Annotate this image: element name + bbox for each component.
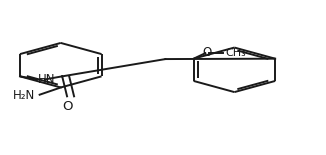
- Text: CH₃: CH₃: [225, 48, 246, 58]
- Text: H₂N: H₂N: [12, 89, 35, 102]
- Text: HN: HN: [38, 73, 55, 86]
- Text: O: O: [202, 46, 211, 59]
- Text: O: O: [62, 100, 72, 113]
